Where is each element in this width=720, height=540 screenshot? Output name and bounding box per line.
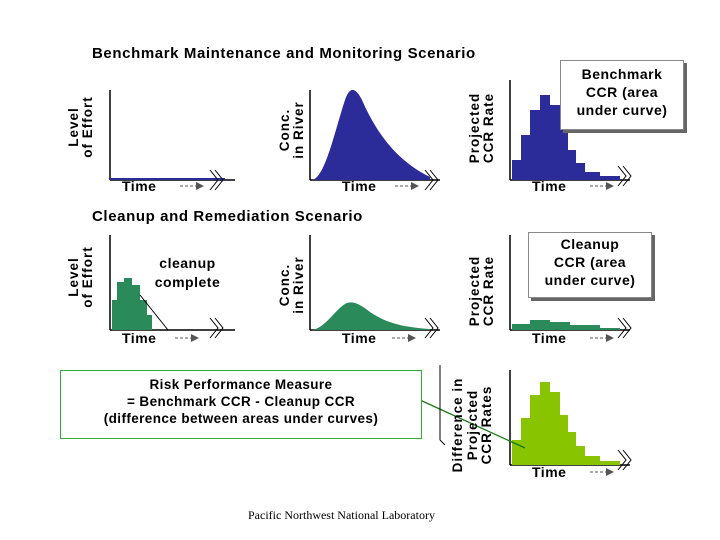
- mid-effort-time-label: Time: [122, 330, 157, 346]
- mid-conc-axis-label-line1: Conc.: [277, 263, 292, 307]
- top-effort-axes: [109, 90, 235, 181]
- top-ccr-time-label: Time: [532, 178, 567, 194]
- mid-effort-histogram: [112, 278, 152, 330]
- risk-line-1: Risk Performance Measure: [149, 377, 333, 392]
- difference-axis-label-line1: Difference in: [450, 377, 465, 473]
- top-effort-axis-label: Level of Effort: [66, 77, 97, 177]
- top-conc-time-label: Time: [342, 178, 377, 194]
- mid-ccr-axis-label-line2: CCR Rate: [481, 255, 496, 327]
- middle-scenario-title: Cleanup and Remediation Scenario: [92, 208, 363, 225]
- mid-effort-axis-label: Level of Effort: [66, 227, 97, 327]
- mid-ccr-time-label: Time: [532, 330, 567, 346]
- cleanup-complete-note-line2: complete: [154, 274, 221, 290]
- cleanup-ccr-callout-line3: under curve): [544, 272, 636, 288]
- risk-box-rails: [439, 365, 446, 446]
- cleanup-ccr-callout: Cleanup CCR (area under curve): [528, 232, 652, 298]
- top-ccr-axis-label-line2: CCR Rate: [481, 92, 496, 164]
- mid-effort-axis-label-line2: of Effort: [80, 246, 95, 308]
- top-effort-axis-label-line1: Level: [66, 107, 81, 147]
- mid-ccr-axis-label: Projected CCR Rate: [467, 236, 498, 346]
- diff-time-label: Time: [532, 464, 567, 480]
- difference-axis-label: Difference in Projected CCR Rates: [450, 365, 495, 485]
- top-ccr-axis-label: Projected CCR Rate: [467, 73, 498, 183]
- mid-conc-axis-label: Conc. in River: [277, 240, 308, 330]
- cleanup-ccr-callout-line1: Cleanup: [560, 236, 620, 252]
- mid-effort-axis-label-line1: Level: [66, 257, 81, 297]
- axis-break-marks: [209, 165, 632, 471]
- mid-ccr-histogram: [512, 320, 620, 330]
- benchmark-ccr-callout: Benchmark CCR (area under curve): [560, 60, 684, 130]
- footer-organization: Pacific Northwest National Laboratory: [248, 508, 435, 522]
- risk-performance-measure-box: Risk Performance Measure = Benchmark CCR…: [60, 370, 422, 439]
- top-conc-axis-label-line1: Conc.: [277, 108, 292, 152]
- benchmark-ccr-callout-line1: Benchmark: [581, 66, 663, 82]
- risk-line-3: (difference between areas under curves): [103, 411, 379, 426]
- top-scenario-title: Benchmark Maintenance and Monitoring Sce…: [92, 45, 476, 62]
- benchmark-ccr-callout-line3: under curve): [576, 102, 668, 118]
- top-conc-axis-label-line2: in River: [291, 101, 306, 159]
- cleanup-ccr-callout-line2: CCR (area: [553, 254, 627, 270]
- top-conc-axis-label: Conc. in River: [277, 85, 308, 175]
- risk-pointer-line: [419, 399, 526, 449]
- mid-conc-curve: [312, 302, 430, 330]
- top-conc-curve: [312, 89, 430, 180]
- top-effort-time-label: Time: [122, 178, 157, 194]
- mid-ccr-axis-label-line1: Projected: [467, 255, 482, 327]
- top-ccr-axis-label-line1: Projected: [467, 92, 482, 164]
- cleanup-complete-note: cleanup complete: [140, 254, 235, 292]
- cleanup-pointer-line: [139, 294, 169, 331]
- risk-line-2: = Benchmark CCR - Cleanup CCR: [126, 394, 355, 409]
- diff-ccr-histogram: [512, 382, 620, 465]
- top-effort-axis-label-line2: of Effort: [80, 96, 95, 158]
- top-ccr-histogram: [512, 95, 620, 180]
- benchmark-ccr-callout-line2: CCR (area: [585, 84, 659, 100]
- mid-conc-axis-label-line2: in River: [291, 256, 306, 314]
- mid-conc-time-label: Time: [342, 330, 377, 346]
- difference-axis-label-line2: Projected: [464, 389, 480, 461]
- difference-axis-label-line3: CCR Rates: [479, 385, 494, 465]
- cleanup-complete-note-line1: cleanup: [159, 255, 216, 271]
